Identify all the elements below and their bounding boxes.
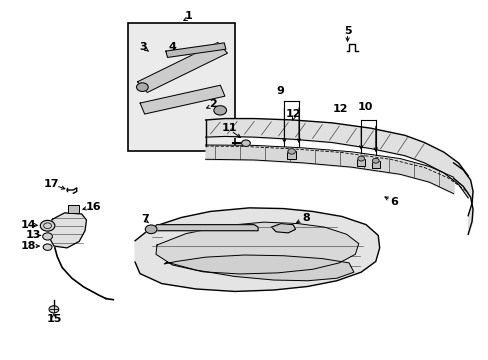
Text: 7: 7 <box>141 213 148 224</box>
Circle shape <box>357 156 364 161</box>
Text: 12: 12 <box>332 104 348 113</box>
Polygon shape <box>135 208 379 292</box>
Text: 14: 14 <box>20 220 36 230</box>
Text: 17: 17 <box>43 179 59 189</box>
Text: 1: 1 <box>184 11 192 21</box>
Polygon shape <box>140 85 224 114</box>
Circle shape <box>241 140 250 147</box>
Circle shape <box>287 149 295 154</box>
Circle shape <box>136 83 148 91</box>
Circle shape <box>372 158 378 163</box>
Polygon shape <box>47 213 86 248</box>
Text: 5: 5 <box>343 26 351 36</box>
Text: 15: 15 <box>46 314 61 324</box>
Polygon shape <box>137 42 227 93</box>
Bar <box>287 152 295 158</box>
Bar <box>357 158 365 166</box>
Text: 2: 2 <box>208 99 216 109</box>
Circle shape <box>43 244 52 250</box>
Text: 4: 4 <box>168 42 176 52</box>
Text: 9: 9 <box>276 86 284 96</box>
Text: 12: 12 <box>285 109 301 119</box>
Bar <box>371 161 379 168</box>
Polygon shape <box>152 225 258 231</box>
Text: 13: 13 <box>25 230 41 240</box>
Bar <box>127 23 234 152</box>
Text: 6: 6 <box>389 197 397 207</box>
Text: 10: 10 <box>357 102 372 112</box>
Text: 11: 11 <box>221 123 236 133</box>
Polygon shape <box>164 255 353 281</box>
Text: 16: 16 <box>86 202 102 212</box>
Circle shape <box>213 106 226 115</box>
Polygon shape <box>156 222 358 274</box>
Polygon shape <box>271 224 295 233</box>
Circle shape <box>145 225 157 234</box>
Circle shape <box>49 306 59 313</box>
Polygon shape <box>165 43 225 57</box>
Text: 3: 3 <box>139 42 147 52</box>
Circle shape <box>42 233 52 240</box>
Bar <box>67 205 79 213</box>
Text: 8: 8 <box>302 212 310 222</box>
Text: 18: 18 <box>20 241 36 251</box>
Circle shape <box>40 220 55 231</box>
